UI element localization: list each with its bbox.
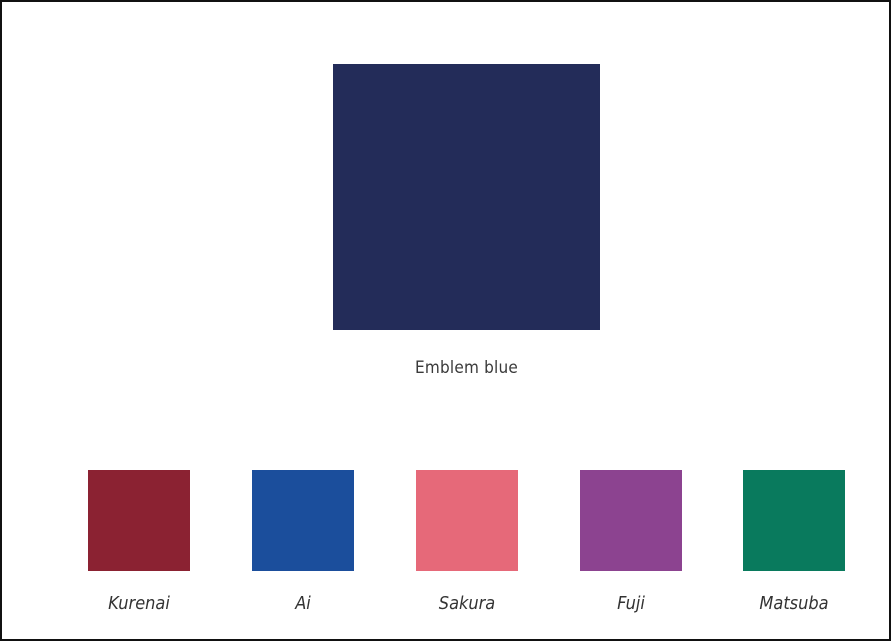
ai-label: Ai (295, 593, 311, 614)
sakura-swatch (416, 470, 518, 571)
fuji-label: Fuji (617, 593, 645, 614)
emblem-blue-label: Emblem blue (415, 358, 518, 378)
matsuba-label: Matsuba (759, 593, 829, 614)
ai-swatch (252, 470, 354, 571)
sakura-label: Sakura (438, 593, 496, 614)
fuji-swatch (580, 470, 682, 571)
kurenai-swatch (88, 470, 190, 571)
kurenai-label: Kurenai (108, 593, 170, 614)
matsuba-swatch (743, 470, 845, 571)
emblem-blue-swatch (333, 64, 600, 330)
